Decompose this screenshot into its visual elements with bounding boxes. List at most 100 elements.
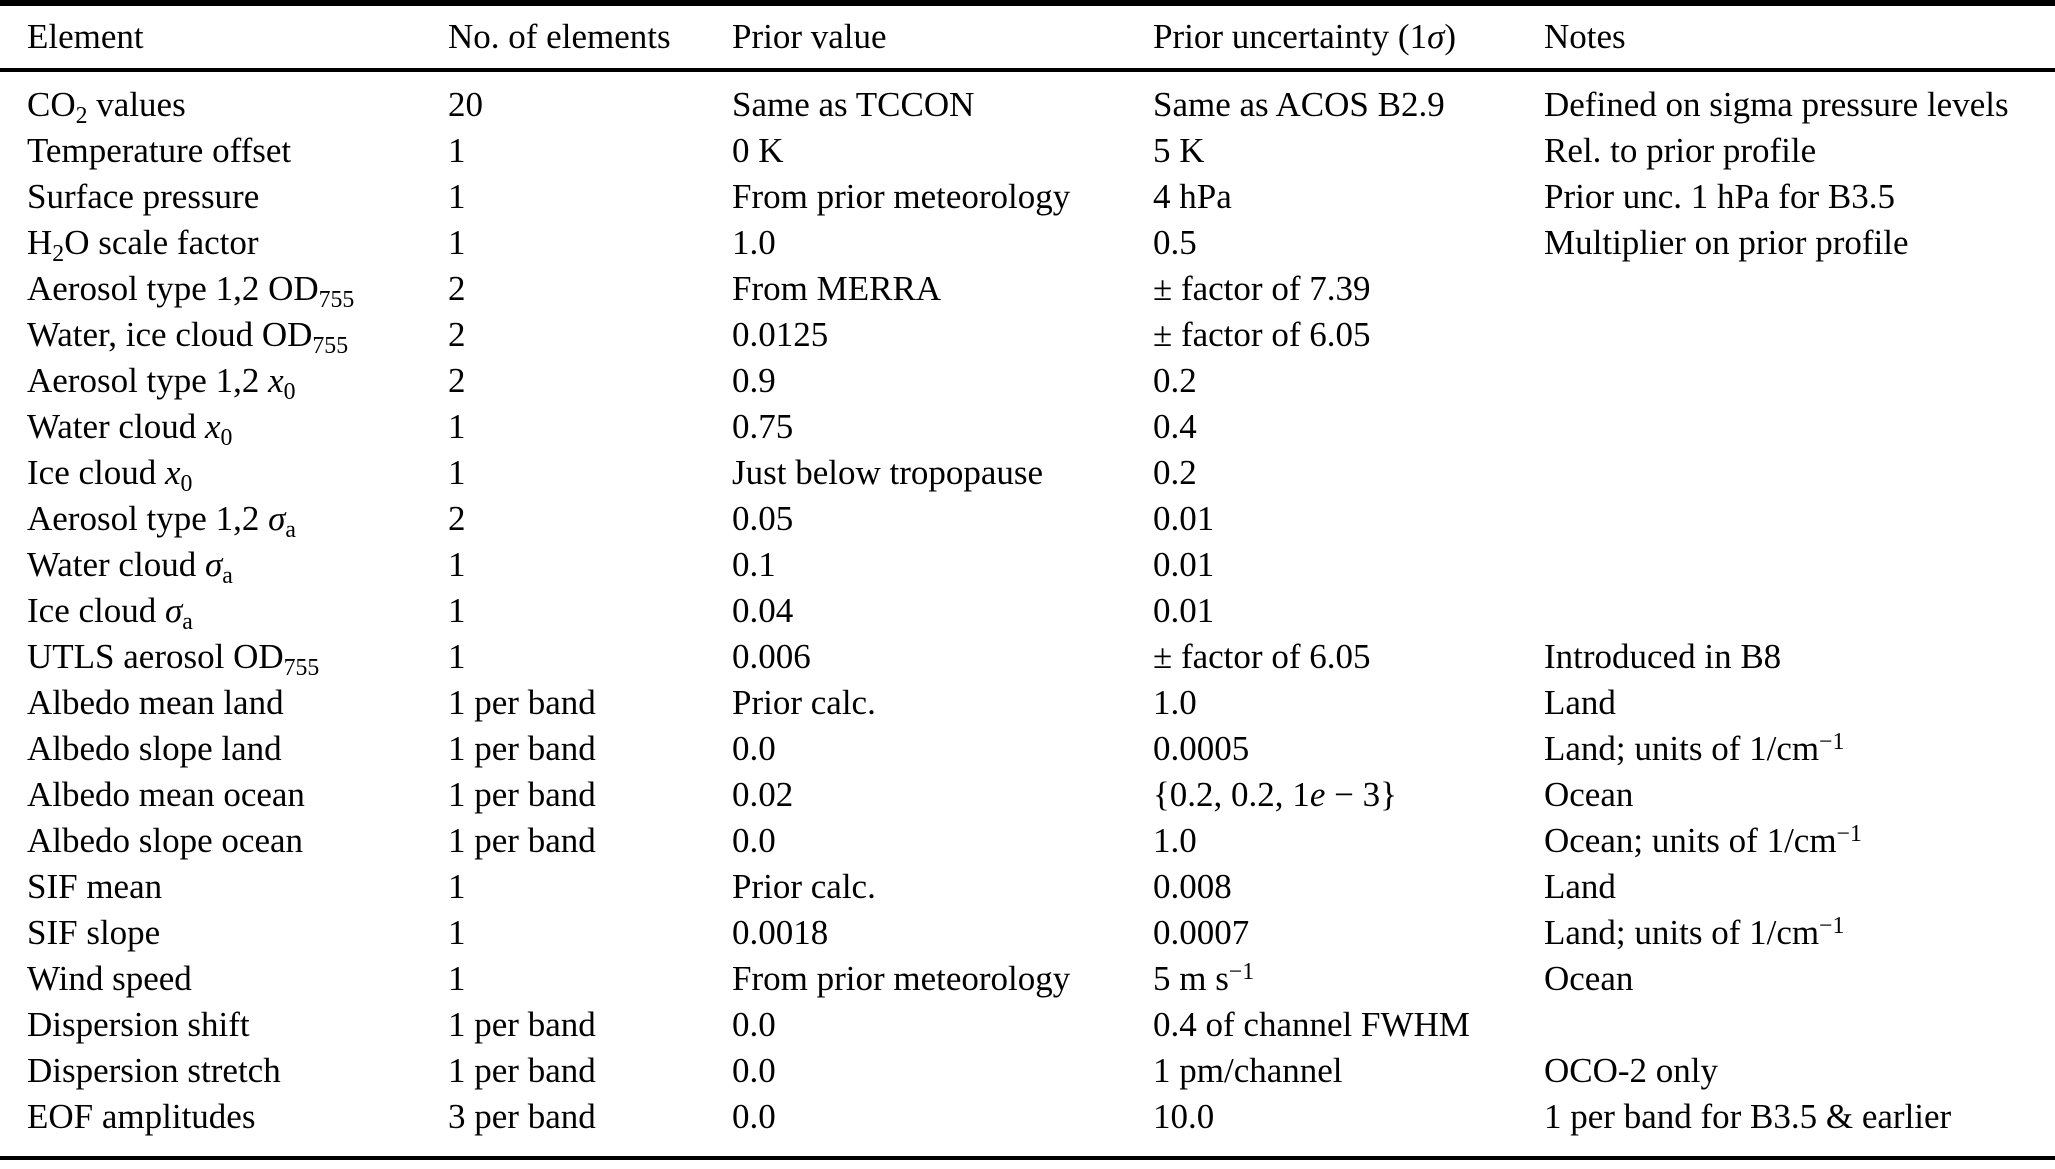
cell-num-elements: 1: [448, 407, 466, 446]
table-row: Wind speed 1 From prior meteorology 5 m s−1…: [0, 956, 2055, 1002]
cell-element: EOF amplitudes: [27, 1097, 256, 1136]
cell-num-elements: 1 per band: [448, 1051, 596, 1090]
cell-num-elements: 1: [448, 131, 466, 170]
cell-notes: [1517, 1002, 2055, 1048]
cell-prior-uncertainty: ± factor of 6.05: [1153, 637, 1371, 676]
cell-num-elements: 3 per band: [448, 1097, 596, 1136]
cell-element: Albedo slope land: [27, 729, 282, 768]
cell-prior-uncertainty: 0.4: [1153, 407, 1197, 446]
cell-prior-uncertainty: 0.2: [1153, 361, 1197, 400]
cell-prior-value: 0.0: [732, 729, 776, 768]
cell-num-elements: 1: [448, 177, 466, 216]
table-row: Surface pressure 1 From prior meteorology 4…: [0, 174, 2055, 220]
cell-element: SIF slope: [27, 913, 161, 952]
cell-num-elements: 1 per band: [448, 683, 596, 722]
cell-notes: [1517, 588, 2055, 634]
cell-notes: Prior unc. 1 hPa for B3.5: [1544, 177, 1895, 216]
cell-notes: Land; units of 1/cm−1: [1544, 913, 1845, 952]
cell-prior-value: Prior calc.: [732, 867, 876, 906]
col-header-element: Element: [0, 6, 421, 72]
cell-element: Aerosol type 1,2 σa: [27, 499, 296, 543]
cell-prior-uncertainty: {0.2, 0.2, 1e − 3}: [1153, 775, 1397, 814]
cell-element: CO2 values: [27, 85, 186, 129]
table-row: Albedo slope ocean 1 per band 0.0 1.0 Ocean;…: [0, 818, 2055, 864]
table-row: H2O scale factor 1 1.0 0.5 Multiplier on pri…: [0, 220, 2055, 266]
cell-notes: Ocean; units of 1/cm−1: [1544, 821, 1862, 860]
cell-prior-value: From MERRA: [732, 269, 942, 308]
cell-notes: Land; units of 1/cm−1: [1544, 729, 1845, 768]
cell-num-elements: 1: [448, 453, 466, 492]
cell-prior-uncertainty: 0.0007: [1153, 913, 1250, 952]
cell-notes: Introduced in B8: [1544, 637, 1782, 676]
cell-element: H2O scale factor: [27, 223, 259, 267]
cell-notes: [1517, 312, 2055, 358]
cell-prior-value: 0.0: [732, 821, 776, 860]
cell-prior-value: 0.006: [732, 637, 811, 676]
cell-prior-uncertainty: 1.0: [1153, 821, 1197, 860]
table-row: Aerosol type 1,2 OD755 2 From MERRA ± facto…: [0, 266, 2055, 312]
cell-num-elements: 1: [448, 637, 466, 676]
cell-element: Aerosol type 1,2 x0: [27, 361, 296, 405]
cell-prior-value: 0 K: [732, 131, 784, 170]
cell-prior-uncertainty: 0.01: [1153, 591, 1215, 630]
cell-notes: Land: [1544, 867, 1616, 906]
cell-num-elements: 1: [448, 959, 466, 998]
table-row: Aerosol type 1,2 σa 2 0.05 0.01: [0, 496, 2055, 542]
cell-num-elements: 2: [448, 499, 466, 538]
cell-element: Water, ice cloud OD755: [27, 315, 349, 359]
table-top-rule: [0, 0, 2055, 6]
cell-notes: Defined on sigma pressure levels: [1544, 85, 2009, 124]
cell-num-elements: 2: [448, 269, 466, 308]
cell-prior-value: 0.9: [732, 361, 776, 400]
table-bottom-rule: [0, 1156, 2055, 1160]
cell-num-elements: 20: [448, 85, 483, 124]
cell-notes: Land: [1544, 683, 1616, 722]
cell-notes: Multiplier on prior profile: [1544, 223, 1909, 262]
cell-element: Ice cloud σa: [27, 591, 193, 635]
cell-num-elements: 1: [448, 223, 466, 262]
cell-prior-uncertainty: 0.008: [1153, 867, 1232, 906]
table-row: Water cloud x0 1 0.75 0.4: [0, 404, 2055, 450]
cell-prior-uncertainty: 0.01: [1153, 499, 1215, 538]
cell-prior-value: 0.05: [732, 499, 794, 538]
table-row: Albedo mean ocean 1 per band 0.02 {0.2, 0.2…: [0, 772, 2055, 818]
cell-prior-value: 0.0018: [732, 913, 829, 952]
cell-num-elements: 1 per band: [448, 729, 596, 768]
prior-state-vector-table: Element No. of elements Prior value Prio…: [0, 6, 2055, 1140]
cell-element: Water cloud x0: [27, 407, 233, 451]
cell-notes: [1517, 496, 2055, 542]
cell-prior-value: Prior calc.: [732, 683, 876, 722]
cell-prior-uncertainty: 1.0: [1153, 683, 1197, 722]
cell-notes: Ocean: [1544, 959, 1634, 998]
cell-element: Albedo mean land: [27, 683, 284, 722]
cell-notes: [1517, 404, 2055, 450]
cell-num-elements: 1: [448, 913, 466, 952]
cell-notes: Ocean: [1544, 775, 1634, 814]
col-header-notes: Notes: [1517, 6, 2055, 72]
cell-prior-value: From prior meteorology: [732, 959, 1071, 998]
cell-element: Albedo mean ocean: [27, 775, 305, 814]
table-row: Ice cloud x0 1 Just below tropopause 0.2: [0, 450, 2055, 496]
cell-prior-uncertainty: 0.4 of channel FWHM: [1153, 1005, 1470, 1044]
cell-notes: [1517, 450, 2055, 496]
cell-prior-uncertainty: 0.0005: [1153, 729, 1250, 768]
cell-element: Dispersion shift: [27, 1005, 250, 1044]
cell-prior-value: 0.0: [732, 1097, 776, 1136]
cell-prior-uncertainty: ± factor of 7.39: [1153, 269, 1371, 308]
cell-num-elements: 1 per band: [448, 1005, 596, 1044]
cell-prior-value: From prior meteorology: [732, 177, 1071, 216]
cell-prior-value: Just below tropopause: [732, 453, 1044, 492]
cell-num-elements: 1: [448, 867, 466, 906]
table-row: SIF slope 1 0.0018 0.0007 Land; units of 1/c…: [0, 910, 2055, 956]
header-row: Element No. of elements Prior value Prio…: [0, 6, 2055, 72]
cell-notes: 1 per band for B3.5 & earlier: [1544, 1097, 1952, 1136]
cell-prior-value: 0.0: [732, 1051, 776, 1090]
table-row: UTLS aerosol OD755 1 0.006 ± factor of 6.05…: [0, 634, 2055, 680]
cell-element: UTLS aerosol OD755: [27, 637, 320, 681]
table-body: CO2 values 20 Same as TCCON Same as ACOS B2…: [0, 70, 2055, 1140]
cell-prior-uncertainty: 10.0: [1153, 1097, 1215, 1136]
cell-element: Aerosol type 1,2 OD755: [27, 269, 355, 313]
table-row: Water, ice cloud OD755 2 0.0125 ± factor of…: [0, 312, 2055, 358]
cell-notes: [1517, 542, 2055, 588]
